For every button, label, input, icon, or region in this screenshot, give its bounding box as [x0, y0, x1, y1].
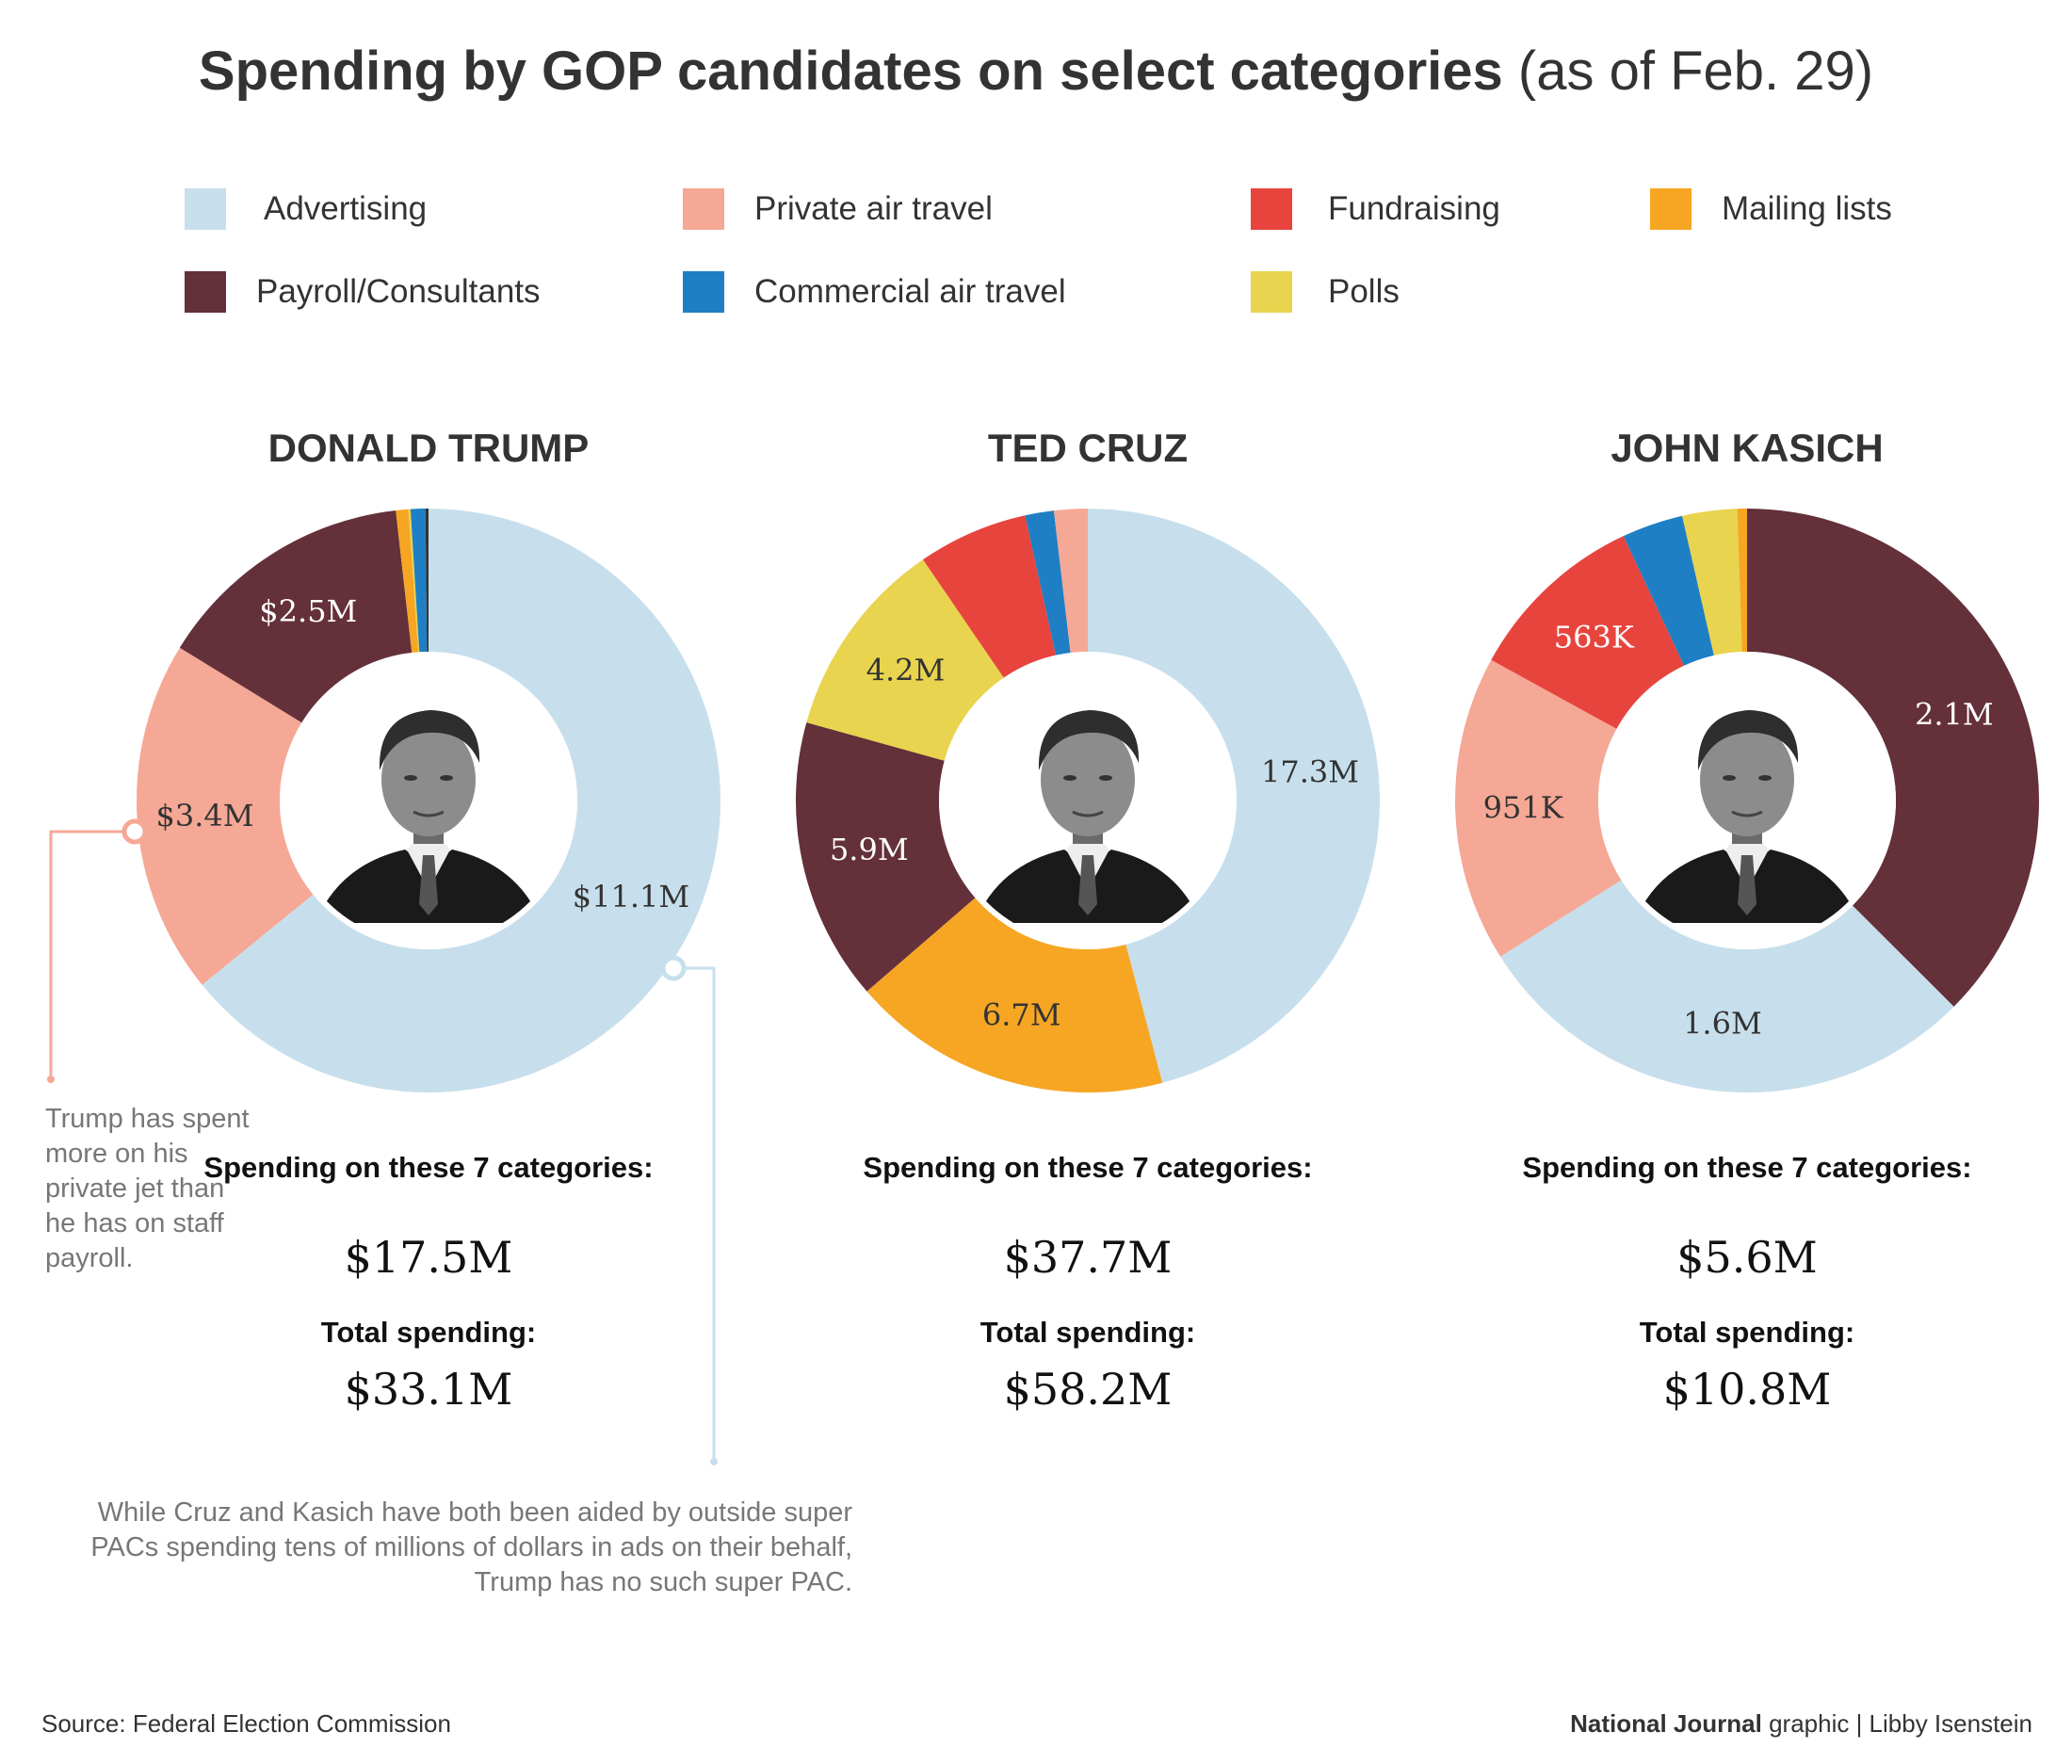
slice-mailing-lists	[866, 898, 1163, 1092]
subtotal-label-trump: Spending on these 7 categories:	[203, 1151, 654, 1184]
candidate-name-cruz: TED CRUZ	[987, 426, 1189, 470]
slice-advertising	[1088, 509, 1380, 1083]
legend-swatch-polls	[1251, 271, 1292, 313]
trump-portrait-icon	[316, 710, 542, 923]
total-value-cruz: $58.2M	[1003, 1364, 1173, 1415]
legend-swatch-payroll-consultants	[185, 271, 226, 313]
slice-label-advertising: 17.3M	[1261, 753, 1359, 789]
slice-label-private-air-travel: $3.4M	[156, 798, 254, 833]
slice-advertising	[1500, 880, 1954, 1092]
credit-publication: National Journal	[1570, 1709, 1762, 1738]
slice-mailing-lists	[396, 509, 419, 653]
jet-annotation-dot	[121, 818, 148, 845]
slice-label-payroll-consultants: 2.1M	[1915, 697, 1994, 733]
pac-annotation-end-dot	[710, 1458, 718, 1465]
total-value-trump: $33.1M	[344, 1364, 513, 1415]
slice-label-payroll-consultants: $2.5M	[259, 593, 357, 629]
slice-label-private-air-travel: 951K	[1483, 789, 1564, 825]
slice-private-air-travel	[1053, 509, 1088, 654]
credit-author: graphic | Libby Isenstein	[1769, 1709, 2032, 1738]
kasich-portrait-icon	[1634, 710, 1860, 923]
slice-label-polls: 4.2M	[866, 653, 946, 688]
subtotal-value-kasich: $5.6M	[1676, 1232, 1818, 1283]
legend-swatch-mailing-lists	[1650, 188, 1692, 230]
chart-title: Spending by GOP candidates on select cat…	[0, 40, 2072, 103]
slice-label-advertising: $11.1M	[573, 879, 689, 914]
donut-chart-trump: $11.1M $3.4M $2.5M	[137, 509, 720, 1092]
slice-payroll-consultants	[179, 510, 413, 723]
subtotal-label-kasich: Spending on these 7 categories:	[1522, 1151, 1972, 1184]
slice-polls	[408, 509, 420, 653]
donut-chart-cruz: 17.3M 6.7M 5.9M 4.2M	[795, 509, 1380, 1092]
legend-swatch-commercial-air-travel	[683, 271, 724, 313]
legend-label: Mailing lists	[1722, 190, 1892, 227]
legend-item-advertising: Advertising	[185, 188, 427, 230]
legend-swatch-fundraising	[1251, 188, 1292, 230]
candidate-name-trump: DONALD TRUMP	[267, 426, 590, 470]
total-value-kasich: $10.8M	[1662, 1364, 1832, 1415]
slice-mailing-lists	[1737, 509, 1747, 653]
total-label-trump: Total spending:	[320, 1316, 537, 1349]
slice-commercial-air-travel	[1623, 515, 1714, 666]
legend-item-mailing-lists: Mailing lists	[1650, 188, 1892, 230]
pac-annotation-line	[673, 966, 716, 1462]
slice-polls	[1682, 509, 1742, 655]
legend-item-private-air-travel: Private air travel	[683, 188, 993, 230]
legend-swatch-advertising	[185, 188, 226, 230]
slice-payroll-consultants	[1747, 509, 2039, 1007]
chart-title-main: Spending by GOP candidates on select cat…	[198, 40, 1503, 102]
subtotal-value-cruz: $37.7M	[1003, 1232, 1173, 1283]
annotation-private-jet: Trump has spent more on his private jet …	[45, 1104, 250, 1273]
slice-label-fundraising: 563K	[1554, 619, 1635, 655]
legend-label: Advertising	[264, 190, 428, 227]
legend-label: Payroll/Consultants	[256, 273, 541, 310]
slice-commercial-air-travel	[410, 509, 428, 653]
chart-title-date: (as of Feb. 29)	[1517, 40, 1874, 102]
source-note: Source: Federal Election Commission	[41, 1709, 451, 1738]
candidate-name-kasich: JOHN KASICH	[1611, 426, 1884, 470]
legend-label: Polls	[1328, 273, 1400, 310]
slice-polls	[806, 559, 1004, 761]
donut-chart-kasich: 2.1M 1.6M 951K 563K	[1455, 509, 2039, 1092]
pac-annotation-dot	[660, 955, 687, 981]
legend-item-commercial-air-travel: Commercial air travel	[683, 271, 1066, 313]
jet-annotation-end-dot	[47, 1076, 55, 1083]
subtotal-label-cruz: Spending on these 7 categories:	[863, 1151, 1313, 1184]
legend-item-fundraising: Fundraising	[1251, 188, 1500, 230]
legend-label: Commercial air travel	[754, 273, 1066, 310]
legend-item-payroll-consultants: Payroll/Consultants	[185, 271, 541, 313]
slice-private-air-travel	[137, 647, 314, 985]
legend-label: Private air travel	[754, 190, 993, 227]
slice-fundraising	[1491, 536, 1685, 729]
credit-line: National Journal graphic | Libby Isenste…	[1570, 1709, 2032, 1739]
slice-fundraising	[425, 509, 429, 653]
total-label-kasich: Total spending:	[1639, 1316, 1855, 1349]
slice-advertising	[202, 509, 720, 1092]
subtotal-value-trump: $17.5M	[344, 1232, 513, 1283]
legend-item-polls: Polls	[1251, 271, 1400, 313]
slice-label-payroll-consultants: 5.9M	[830, 832, 909, 867]
slice-label-mailing-lists: 6.7M	[982, 996, 1061, 1032]
slice-private-air-travel	[1455, 659, 1622, 957]
annotation-super-pac: While Cruz and Kasich have both been aid…	[90, 1497, 852, 1597]
jet-annotation-line	[49, 830, 135, 1079]
cruz-portrait-icon	[975, 710, 1201, 923]
slice-label-advertising: 1.6M	[1683, 1006, 1762, 1042]
slice-commercial-air-travel	[1025, 510, 1071, 655]
slice-fundraising	[922, 515, 1057, 678]
slice-payroll-consultants	[795, 722, 976, 992]
legend-label: Fundraising	[1328, 190, 1500, 227]
legend-swatch-private-air-travel	[683, 188, 724, 230]
total-label-cruz: Total spending:	[979, 1316, 1196, 1349]
